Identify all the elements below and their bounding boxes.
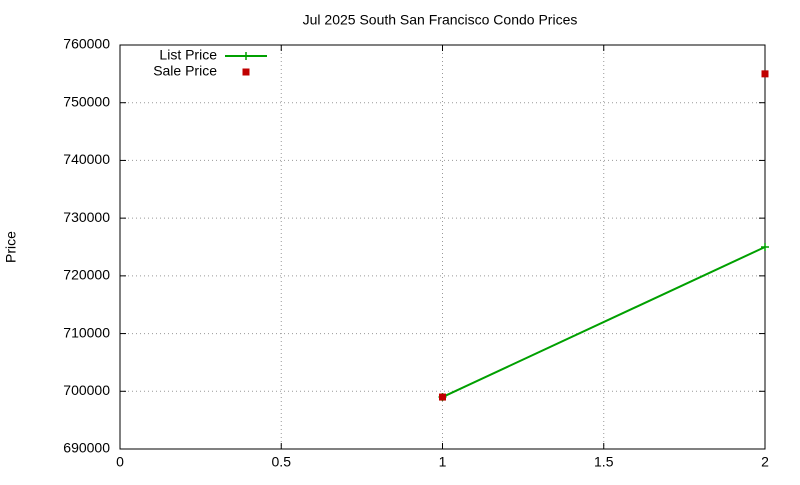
x-tick-label: 1 xyxy=(439,454,447,470)
y-tick-label: 690000 xyxy=(63,440,110,456)
x-tick-label: 0 xyxy=(116,454,124,470)
x-tick-label: 1.5 xyxy=(594,454,614,470)
point xyxy=(439,393,446,401)
chart-title: Jul 2025 South San Francisco Condo Price… xyxy=(303,12,578,28)
legend-marker xyxy=(242,68,250,76)
x-tick-label: 0.5 xyxy=(272,454,292,470)
y-tick-label: 750000 xyxy=(63,93,110,109)
y-tick-label: 730000 xyxy=(63,209,110,225)
y-tick-label: 720000 xyxy=(63,267,110,283)
legend-marker xyxy=(242,52,250,60)
legend-label: List Price xyxy=(159,47,217,63)
y-tick-label: 710000 xyxy=(63,324,110,340)
y-tick-label: 700000 xyxy=(63,382,110,398)
legend-label: Sale Price xyxy=(153,63,217,79)
point xyxy=(761,243,769,251)
y-tick-label: 760000 xyxy=(63,36,110,52)
point xyxy=(761,70,769,78)
data-line xyxy=(442,246,766,398)
y-tick-label: 740000 xyxy=(63,151,110,167)
x-tick-label: 2 xyxy=(761,454,769,470)
y-axis-label: Price xyxy=(3,231,19,263)
